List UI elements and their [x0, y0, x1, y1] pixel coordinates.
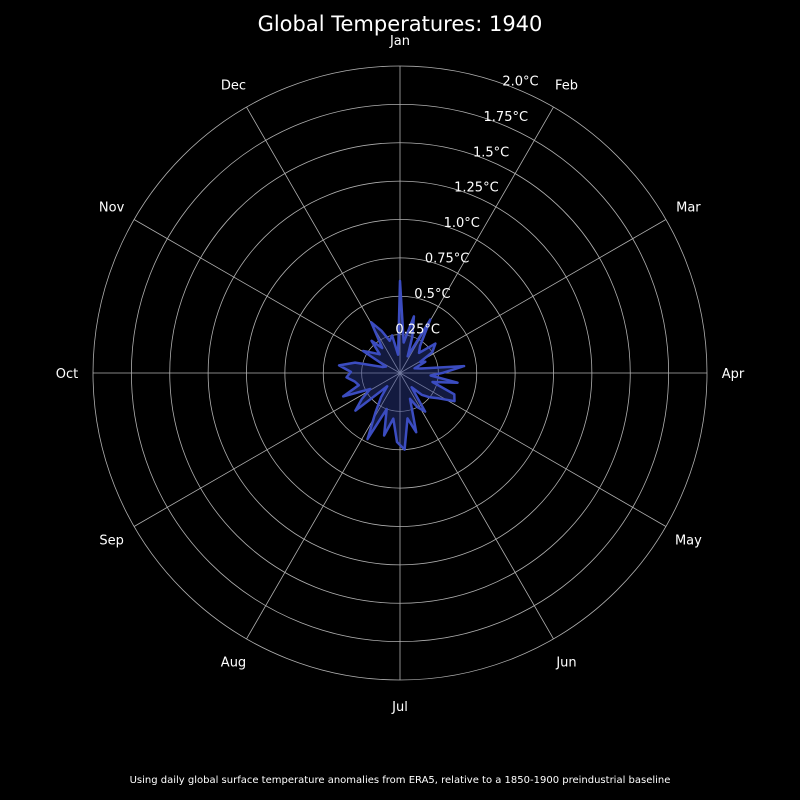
- data-point-28: [409, 398, 411, 400]
- radial-tick-label-6: 1.5°C: [473, 145, 509, 160]
- series-layer: [337, 279, 466, 451]
- radial-tick-label-5: 1.25°C: [454, 181, 499, 196]
- data-point-56: [381, 347, 384, 349]
- data-point-25: [410, 386, 413, 389]
- month-label-jan: Jan: [389, 34, 410, 49]
- data-point-57: [370, 321, 373, 324]
- data-point-2: [402, 341, 405, 344]
- data-point-29: [415, 431, 418, 434]
- data-point-52: [362, 350, 364, 352]
- radial-tick-label-1: 0.25°C: [395, 323, 440, 338]
- data-point-42: [369, 388, 372, 390]
- data-point-58: [380, 330, 383, 332]
- month-label-jul: Jul: [391, 700, 408, 715]
- data-point-39: [386, 385, 389, 388]
- data-point-20: [453, 393, 456, 396]
- data-point-55: [370, 340, 373, 342]
- chart-caption: Using daily global surface temperature a…: [130, 775, 671, 786]
- data-point-59: [388, 340, 391, 342]
- series-line-1: [337, 279, 466, 451]
- data-point-8: [418, 352, 420, 354]
- data-point-17: [429, 374, 432, 377]
- month-label-aug: Aug: [221, 655, 246, 670]
- data-point-7: [419, 345, 421, 347]
- data-point-36: [366, 438, 369, 440]
- radial-tick-label-3: 0.75°C: [425, 252, 470, 267]
- data-point-38: [380, 396, 382, 399]
- month-label-dec: Dec: [221, 79, 246, 94]
- month-label-apr: Apr: [722, 367, 745, 382]
- data-point-19: [431, 381, 434, 383]
- data-point-51: [385, 365, 387, 368]
- data-point-10: [431, 351, 434, 354]
- data-point-6: [429, 318, 432, 321]
- data-point-35: [385, 408, 388, 410]
- month-label-may: May: [675, 534, 702, 549]
- angular-gridline-mar: [399, 219, 667, 374]
- data-point-33: [392, 417, 395, 420]
- axis-labels: Jan Feb Mar Apr May Jun Jul Aug Sep Oct Nov Dec 0.25…: [56, 34, 745, 715]
- data-point-54: [378, 353, 381, 356]
- data-point-11: [419, 361, 422, 363]
- radial-tick-label-7: 1.75°C: [484, 110, 529, 125]
- data-point-31: [403, 448, 406, 451]
- data-point-16: [442, 372, 444, 374]
- data-point-50: [381, 366, 384, 368]
- radial-tick-label-8: 2.0°C: [502, 74, 538, 89]
- angular-gridline-nov: [133, 219, 401, 374]
- month-label-sep: Sep: [99, 534, 124, 549]
- data-point-53: [372, 352, 374, 354]
- data-point-62: [399, 280, 401, 282]
- data-point-61: [397, 353, 399, 356]
- data-point-49: [354, 361, 356, 364]
- data-point-9: [434, 342, 437, 345]
- data-point-14: [420, 367, 422, 370]
- data-point-47: [350, 371, 352, 373]
- data-point-12: [424, 361, 427, 363]
- data-point-46: [345, 376, 348, 379]
- data-point-34: [383, 434, 385, 437]
- data-point-15: [463, 365, 465, 367]
- data-point-40: [354, 409, 357, 412]
- data-point-27: [416, 406, 419, 409]
- radial-tick-label-4: 1.0°C: [444, 216, 480, 231]
- data-point-60: [391, 334, 393, 337]
- data-point-22: [437, 397, 440, 400]
- data-point-37: [374, 411, 377, 413]
- data-point-21: [453, 400, 456, 403]
- month-label-nov: Nov: [99, 201, 125, 216]
- data-point-4: [411, 335, 414, 338]
- month-label-jun: Jun: [555, 655, 576, 670]
- chart-title: Global Temperatures: 1940: [258, 12, 543, 36]
- data-point-26: [424, 410, 426, 413]
- month-label-feb: Feb: [555, 79, 578, 94]
- angular-gridline-sep: [133, 372, 401, 527]
- data-point-3: [413, 315, 415, 318]
- data-point-13: [413, 367, 416, 370]
- data-point-41: [361, 398, 363, 400]
- data-point-5: [406, 355, 409, 358]
- data-point-45: [353, 380, 356, 383]
- month-label-mar: Mar: [676, 201, 701, 216]
- angular-gridline-jun: [399, 372, 554, 640]
- data-point-23: [428, 396, 431, 399]
- data-point-18: [456, 381, 459, 384]
- data-point-44: [358, 384, 360, 387]
- radial-tick-label-2: 0.5°C: [414, 287, 450, 302]
- data-point-32: [396, 441, 398, 443]
- series-area-1: [339, 280, 465, 450]
- data-point-24: [420, 394, 423, 396]
- data-point-43: [342, 395, 345, 398]
- data-point-30: [406, 417, 409, 420]
- data-point-48: [338, 364, 340, 367]
- month-label-oct: Oct: [56, 367, 78, 382]
